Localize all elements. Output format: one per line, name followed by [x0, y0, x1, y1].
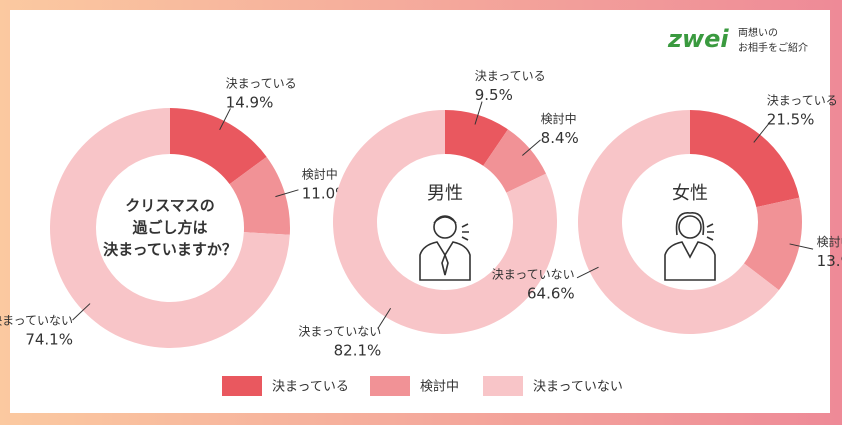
slice-label: 決まっている	[226, 77, 297, 91]
logo-tagline: 両想いの	[738, 26, 778, 39]
leader-line	[576, 266, 599, 279]
legend-swatch	[222, 376, 262, 396]
leader-line	[219, 108, 231, 131]
legend-label: 検討中	[420, 379, 459, 395]
leader-line	[377, 308, 392, 329]
chart-title: 過ごし方は	[131, 219, 207, 237]
leader-line	[522, 139, 541, 156]
legend-swatch	[483, 376, 523, 396]
chart-title: 女性	[672, 183, 708, 204]
value-label: 14.9%	[226, 94, 274, 112]
panel	[10, 10, 830, 413]
value-label: 74.1%	[25, 331, 73, 349]
leader-line	[789, 243, 814, 250]
value-label: 13.9%	[817, 252, 842, 270]
logo-tagline: お相手をご紹介	[738, 41, 808, 54]
legend-swatch	[370, 376, 410, 396]
donut-slice	[483, 129, 547, 193]
value-label: 64.6%	[527, 284, 575, 302]
slice-label: 検討中	[817, 234, 842, 249]
donut-slice	[690, 110, 800, 208]
donut-slice	[445, 110, 508, 166]
value-label: 82.1%	[334, 342, 382, 360]
donut-slice	[333, 110, 557, 334]
slice-label: 決まっている	[767, 94, 838, 108]
donut-slice	[50, 108, 290, 349]
female-icon	[664, 212, 716, 281]
slice-label: 決まっていない	[492, 267, 575, 281]
leader-line	[275, 189, 299, 198]
legend-label: 決まっていない	[533, 380, 623, 395]
donut-slice	[743, 197, 802, 291]
value-label: 21.5%	[767, 111, 815, 129]
slice-label: 決まっていない	[0, 314, 73, 328]
slice-label: 検討中	[541, 111, 577, 126]
value-label: 9.5%	[475, 86, 513, 104]
chart-title: 男性	[427, 183, 463, 204]
leader-line	[72, 303, 91, 321]
donut-slice	[229, 156, 291, 235]
male-icon	[419, 215, 471, 281]
chart-title: 決まっていますか？	[103, 241, 237, 259]
chart-title: クリスマスの	[125, 197, 215, 215]
donut-slice	[578, 110, 779, 334]
value-label: 8.4%	[541, 129, 579, 147]
donut-slice	[170, 108, 267, 185]
slice-label: 決まっている	[475, 69, 546, 83]
logo-brand: zwei	[667, 25, 729, 53]
slice-label: 検討中	[302, 167, 338, 182]
slice-label: 決まっていない	[298, 325, 381, 339]
leader-line	[753, 123, 770, 143]
leader-line	[474, 101, 483, 125]
legend-label: 決まっている	[272, 380, 349, 395]
